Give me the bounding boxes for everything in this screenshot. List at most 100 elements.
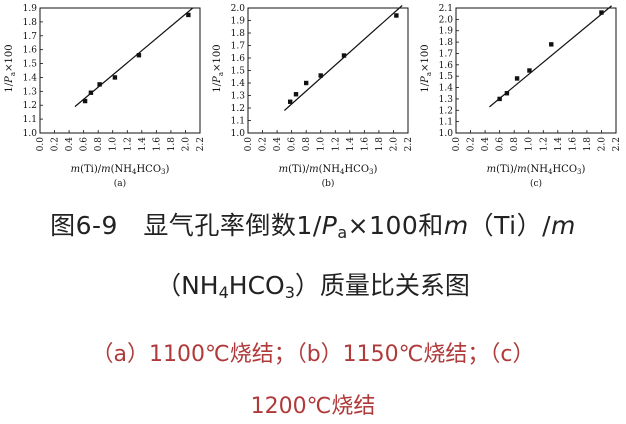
y-tick-label: 1.2 — [23, 101, 37, 111]
y-tick-label: 1.9 — [23, 4, 38, 14]
data-point — [186, 12, 191, 18]
y-tick-label: 1.5 — [439, 72, 454, 82]
y-tick-label: 1.7 — [439, 49, 454, 59]
y-tick-label: 1.3 — [23, 87, 38, 97]
x-tick-label: 1.8 — [583, 137, 593, 152]
x-tick-label: 0.8 — [510, 137, 520, 152]
data-point — [82, 98, 88, 104]
x-tick-label: 0.8 — [302, 137, 312, 152]
y-tick-label: 1.8 — [231, 29, 246, 39]
caption-m1: m — [443, 211, 469, 240]
x-tick-label: 2.0 — [389, 137, 399, 152]
x-tick-label: 1.6 — [152, 137, 162, 152]
y-tick-label: 1.1 — [23, 115, 37, 125]
x-tick-label: 1.4 — [138, 137, 148, 152]
subplot-label: (a) — [114, 178, 126, 189]
x-tick-label: 1.8 — [167, 137, 177, 152]
x-tick-label: 0.4 — [481, 137, 491, 152]
y-tick-label: 1.0 — [231, 129, 246, 139]
y-tick-label: 1.6 — [231, 54, 246, 64]
x-tick-label: 2.0 — [597, 137, 607, 152]
y-tick-label: 1.7 — [23, 32, 38, 42]
x-tick-label: 0.6 — [496, 137, 506, 152]
x-tick-label: 1.4 — [554, 137, 564, 152]
caption-nh: （NH — [156, 271, 219, 300]
x-tick-label: 0.0 — [452, 137, 462, 152]
x-tick-label: 1.2 — [539, 137, 549, 151]
x-tick-label: 0.8 — [94, 137, 104, 152]
y-tick-label: 1.4 — [439, 84, 454, 94]
x-tick-label: 0.6 — [80, 137, 90, 152]
x-tick-label: 1.6 — [568, 137, 578, 152]
caption-sub-3: 3 — [284, 283, 295, 302]
y-axis-label: 1/Pa×100 — [212, 44, 225, 92]
x-tick-label: 2.2 — [404, 137, 414, 151]
data-point — [293, 92, 299, 97]
y-axis-label: 1/Pa×100 — [420, 44, 433, 92]
y-tick-label: 1.0 — [23, 129, 38, 139]
data-point — [136, 53, 142, 58]
y-tick-label: 1.4 — [231, 79, 246, 89]
data-point — [97, 82, 102, 87]
data-point — [549, 42, 554, 47]
x-tick-label: 2.2 — [612, 137, 622, 151]
data-point — [599, 10, 604, 15]
y-tick-label: 1.9 — [439, 27, 454, 37]
y-tick-label: 1.8 — [439, 38, 454, 48]
y-tick-label: 1.3 — [231, 92, 246, 102]
y-tick-label: 1.1 — [439, 118, 453, 128]
x-tick-label: 0.4 — [65, 137, 75, 152]
data-point — [112, 75, 118, 80]
plot-frame — [455, 7, 617, 134]
x-tick-label: 0.6 — [288, 137, 298, 152]
x-tick-label: 2.0 — [181, 137, 191, 152]
y-tick-label: 1.2 — [231, 104, 245, 114]
caption-ti: （Ti）/ — [468, 211, 552, 240]
x-tick-label: 0.0 — [244, 137, 254, 152]
y-tick-label: 1.0 — [439, 129, 454, 139]
y-axis-label: 1/Pa×100 — [4, 44, 17, 92]
caption-line-1: 图6-9 显气孔率倒数1/Pa×100和m（Ti）/m — [0, 206, 626, 242]
data-point — [341, 53, 347, 58]
x-axis-label: m(Ti)/m(NH4HCO3) — [487, 164, 586, 176]
subplot-label: (b) — [322, 178, 335, 189]
x-axis-label: m(Ti)/m(NH4HCO3) — [71, 164, 170, 176]
chart-a: 1.0 1.1 1.2 1.3 1.4 1.5 1.6 1.7 1.8 1.9 0.0 0.2 0.4 0… — [4, 4, 206, 189]
y-tick-label: 1.6 — [23, 46, 38, 56]
y-tick-label: 1.5 — [23, 60, 38, 70]
y-tick-label: 1.8 — [23, 18, 38, 28]
data-point — [287, 99, 293, 104]
x-tick-label: 0.2 — [51, 137, 61, 151]
fit-line — [283, 5, 403, 111]
y-tick-label: 1.6 — [439, 61, 454, 71]
caption-rest: ）质量比关系图 — [294, 271, 470, 300]
data-point — [318, 73, 323, 78]
caption-line-3: （a）1100℃烧结；（b）1150℃烧结；（c） — [91, 342, 535, 367]
caption-m2: m — [551, 211, 576, 240]
x-tick-label: 1.0 — [317, 137, 327, 152]
y-tick-label: 1.1 — [231, 117, 245, 127]
y-tick-label: 2.0 — [439, 15, 454, 25]
y-tick-label: 1.9 — [231, 17, 246, 27]
caption-mid: ×100和 — [347, 211, 444, 240]
caption-sub-4: 4 — [218, 283, 229, 302]
caption-line-2: （NH4HCO3）质量比关系图 — [0, 266, 626, 302]
plot-frame — [247, 7, 409, 134]
y-tick-label: 2.1 — [439, 4, 453, 14]
x-tick-label: 0.4 — [273, 137, 283, 152]
x-tick-label: 1.4 — [346, 137, 356, 152]
caption-sub-a: a — [337, 223, 348, 242]
caption-P: P — [321, 211, 338, 240]
subplot-label: (c) — [530, 178, 542, 189]
chart-c: 1.01.11.21.31.41.51.61.71.81.92.02.10.0 0… — [420, 4, 622, 189]
caption-prefix: 图6-9 显气孔率倒数1/ — [50, 211, 322, 240]
plot-frame — [39, 7, 201, 134]
y-tick-label: 1.5 — [231, 67, 246, 77]
x-tick-label: 1.2 — [331, 137, 341, 151]
x-tick-label: 0.2 — [467, 137, 477, 151]
x-axis-label: m(Ti)/m(NH4HCO3) — [279, 164, 378, 176]
y-tick-label: 2.0 — [231, 4, 246, 14]
y-tick-label: 1.3 — [439, 95, 454, 105]
x-tick-label: 1.0 — [525, 137, 535, 152]
data-point — [394, 13, 399, 18]
